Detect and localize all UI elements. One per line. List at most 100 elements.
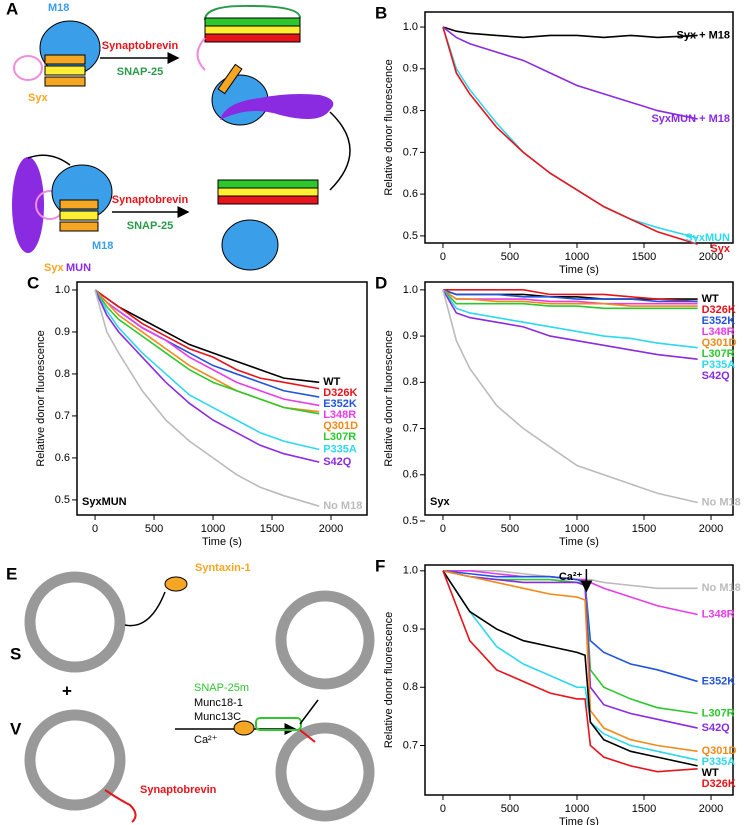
series-label: No M18 (702, 496, 741, 508)
y-tick-label: 0.9 (55, 326, 70, 338)
y-tick-label: 0.9 (403, 330, 418, 342)
helix (44, 65, 86, 76)
chart: D 1.0 0.9 0.8 0.7 0.6 0.5 0 500 1000 1500 2000 Time … (375, 273, 741, 547)
y-axis-label: Relative donor fluorescence (35, 330, 47, 466)
series-label: L348R (702, 326, 735, 338)
label: Syntaxin-1 (195, 562, 251, 574)
series-label: Q301D (702, 745, 737, 757)
y-tick-label: 1.0 (403, 565, 418, 577)
series-line (94, 289, 320, 507)
panel-label: E (6, 564, 17, 583)
x-tick-label: 0 (440, 803, 446, 815)
x-tick-label: 1500 (260, 523, 284, 535)
tmd (299, 729, 316, 743)
diagram-e: E S + V Syntaxin-1 Synaptobrevin SNAP-25… (6, 562, 375, 823)
series-line (442, 570, 698, 715)
helix (44, 76, 86, 87)
mun (12, 157, 44, 253)
loop (196, 37, 206, 71)
series-label: E352K (323, 398, 357, 410)
plot-frame (424, 281, 734, 516)
panel-label: D (375, 273, 387, 292)
annotation: Syx (430, 496, 450, 508)
series-label: P335A (702, 756, 736, 768)
series-label: SyxMUN + M18 (651, 113, 730, 125)
chart: C 1.0 0.9 0.8 0.7 0.6 0.5 0 500 1000 1500 2000 Time … (27, 273, 368, 548)
y-tick-label: 0.8 (403, 681, 418, 693)
series-line (442, 289, 698, 303)
x-tick-label: 1000 (565, 803, 589, 815)
y-axis-label: Relative donor fluorescence (383, 59, 395, 195)
y-axis-label: Relative donor fluorescence (383, 612, 395, 748)
label: Munc18-1 (194, 697, 243, 709)
series-label: S42Q (702, 722, 731, 734)
y-tick-label: 0.8 (55, 368, 70, 380)
y-tick-label: 1.0 (55, 284, 70, 296)
linker (27, 154, 71, 166)
helix (217, 187, 319, 197)
helix (204, 17, 301, 27)
habc (164, 576, 188, 592)
x-tick-label: 0 (92, 523, 98, 535)
x-axis-label: Time (s) (559, 536, 599, 548)
x-tick-label: 500 (501, 251, 519, 263)
y-tick-label: 0.6 (403, 469, 418, 481)
panel-label: B (375, 3, 387, 22)
x-tick-label: 1000 (565, 251, 589, 263)
x-tick-label: 2000 (699, 523, 723, 535)
series-line (442, 570, 698, 761)
plot-frame (76, 281, 368, 516)
series-label: WT (702, 767, 719, 779)
series-label: No M18 (323, 500, 362, 512)
helix (217, 63, 243, 95)
label: + (62, 681, 72, 700)
series-label: WT (323, 376, 340, 388)
helix (217, 195, 319, 205)
x-axis-label: Time (s) (202, 536, 242, 548)
label: M18 (48, 2, 69, 14)
series-label: WT (702, 293, 719, 305)
series-line (442, 26, 698, 39)
x-tick-label: 500 (501, 803, 519, 815)
x-tick-label: 500 (145, 523, 163, 535)
series-label: L307R (323, 431, 356, 443)
label: Synaptobrevin (140, 784, 217, 796)
series-label: Q301D (702, 337, 737, 349)
y-tick-label: 0.5 (403, 515, 418, 527)
x-tick-label: 2000 (319, 523, 343, 535)
label: MUN (66, 262, 91, 274)
series-line (442, 289, 698, 303)
x-tick-label: 1500 (632, 251, 656, 263)
label: V (10, 719, 22, 738)
label: SNAP-25 (117, 66, 163, 78)
linker (204, 4, 301, 21)
series-label: Syx + M18 (676, 29, 730, 41)
panel-label: C (27, 273, 39, 292)
mun (220, 94, 334, 120)
vesicle (24, 709, 126, 811)
series-label: S42Q (323, 456, 352, 468)
series-label: E352K (702, 675, 736, 687)
y-tick-label: 0.6 (55, 452, 70, 464)
diagram-a: A M18 Syx Synaptobrevin SNAP-25 Synaptob… (6, 0, 351, 274)
series-line (442, 570, 698, 616)
y-tick-label: 0.7 (55, 410, 70, 422)
chart: B 1.0 0.9 0.8 0.7 0.6 0.5 0 500 1000 1500 2000 Time … (375, 3, 734, 276)
series-label: P335A (323, 443, 357, 455)
label: SNAP-25m (194, 682, 249, 694)
y-tick-label: 0.8 (403, 104, 418, 116)
x-tick-label: 1000 (201, 523, 225, 535)
label: Munc13C (194, 711, 241, 723)
panel-label: A (6, 0, 18, 18)
series-label: L307R (702, 707, 735, 719)
label: Synaptobrevin (102, 40, 179, 52)
x-tick-label: 500 (501, 523, 519, 535)
chart: F 1.0 0.9 0.8 0.7 0 500 1000 1500 2000 Time (s) Rel… (375, 556, 741, 825)
x-axis-label: Time (s) (559, 264, 599, 276)
label: Ca²⁺ (194, 734, 218, 746)
series-label: Q301D (323, 420, 358, 432)
helix (217, 179, 319, 189)
y-tick-label: 0.9 (403, 623, 418, 635)
x-tick-label: 0 (440, 251, 446, 263)
